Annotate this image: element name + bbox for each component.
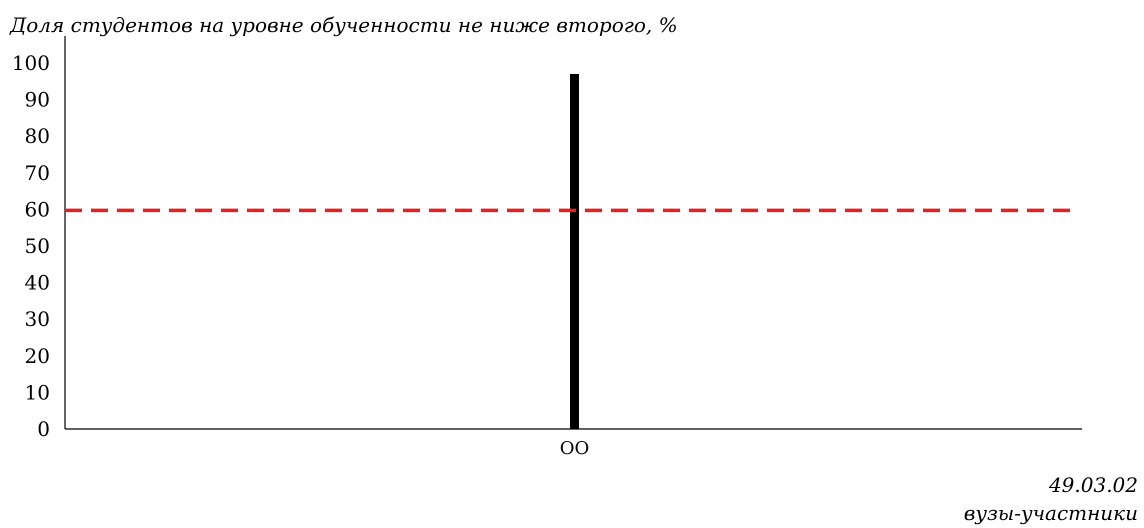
footer-subtitle: вузы-участники xyxy=(964,501,1138,525)
y-tick-label: 90 xyxy=(25,88,50,112)
x-category-label: ОО xyxy=(560,438,590,459)
category-labels: ОО xyxy=(560,438,590,459)
y-axis: 0 10 20 30 40 50 60 70 80 90 100 xyxy=(12,36,66,441)
y-tick-label: 80 xyxy=(25,124,50,148)
y-tick-label: 60 xyxy=(25,197,50,221)
y-tick-label: 0 xyxy=(37,417,50,441)
bars xyxy=(570,73,579,429)
y-tick-label: 30 xyxy=(25,307,50,331)
y-tick-label: 10 xyxy=(25,380,50,404)
y-tick-label: 100 xyxy=(12,51,50,75)
y-tick-label: 20 xyxy=(25,344,50,368)
bar xyxy=(570,73,579,429)
footer-code: 49.03.02 xyxy=(1048,473,1138,497)
chart-title: Доля студентов на уровне обученности не … xyxy=(9,13,678,37)
y-tick-label: 40 xyxy=(25,271,50,295)
y-tick-label: 70 xyxy=(25,161,50,185)
y-tick-label: 50 xyxy=(25,234,50,258)
